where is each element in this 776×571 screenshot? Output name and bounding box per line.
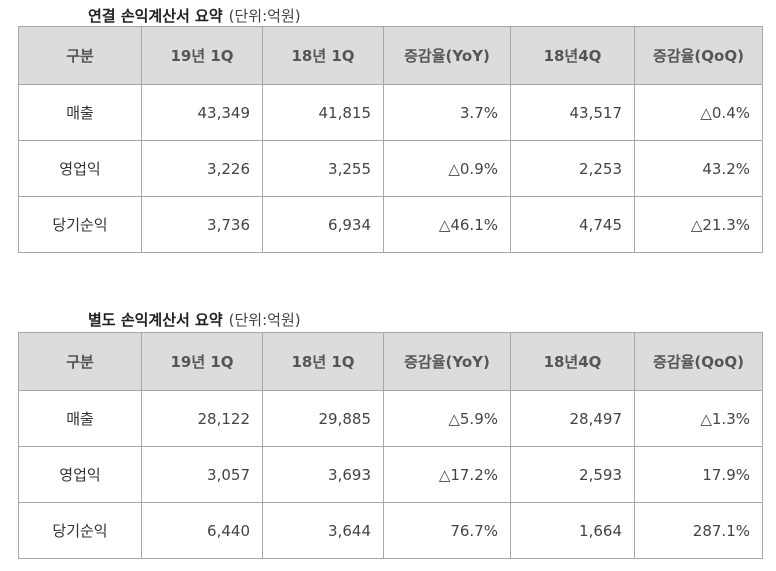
row-label: 매출 (18, 84, 142, 141)
table-row: 매출 43,349 41,815 3.7% 43,517 △0.4% (18, 84, 763, 141)
cell-18-1q: 29,885 (262, 390, 384, 447)
row-label: 영업익 (18, 140, 142, 197)
cell-qoq: △21.3% (634, 196, 763, 253)
header-18-1q: 18년 1Q (262, 332, 384, 391)
cell-18-4q: 28,497 (510, 390, 635, 447)
header-yoy: 증감율(YoY) (383, 26, 511, 85)
consolidated-income-table: 구분 19년 1Q 18년 1Q 증감율(YoY) 18년4Q 증감율(QoQ)… (18, 26, 763, 253)
cell-yoy: △5.9% (383, 390, 511, 447)
header-18-4q: 18년4Q (510, 26, 635, 85)
cell-18-1q: 3,255 (262, 140, 384, 197)
row-label: 매출 (18, 390, 142, 447)
header-yoy: 증감율(YoY) (383, 332, 511, 391)
table-row: 영업익 3,057 3,693 △17.2% 2,593 17.9% (18, 446, 763, 503)
cell-19-1q: 6,440 (141, 502, 263, 559)
header-qoq: 증감율(QoQ) (634, 332, 763, 391)
cell-yoy: 76.7% (383, 502, 511, 559)
header-18-4q: 18년4Q (510, 332, 635, 391)
table-row: 매출 28,122 29,885 △5.9% 28,497 △1.3% (18, 390, 763, 447)
cell-18-1q: 3,644 (262, 502, 384, 559)
separate-title: 별도 손익계산서 요약 (88, 311, 223, 329)
header-18-1q: 18년 1Q (262, 26, 384, 85)
table-header-row: 구분 19년 1Q 18년 1Q 증감율(YoY) 18년4Q 증감율(QoQ) (18, 332, 763, 391)
cell-qoq: 43.2% (634, 140, 763, 197)
consolidated-title: 연결 손익계산서 요약 (88, 7, 223, 25)
table-row: 당기순익 3,736 6,934 △46.1% 4,745 △21.3% (18, 196, 763, 253)
separate-section-title: 별도 손익계산서 요약 (단위:억원) (88, 309, 301, 330)
cell-yoy: △46.1% (383, 196, 511, 253)
cell-yoy: 3.7% (383, 84, 511, 141)
cell-18-1q: 3,693 (262, 446, 384, 503)
cell-18-4q: 43,517 (510, 84, 635, 141)
cell-19-1q: 3,736 (141, 196, 263, 253)
header-qoq: 증감율(QoQ) (634, 26, 763, 85)
cell-18-1q: 41,815 (262, 84, 384, 141)
separate-unit: (단위:억원) (228, 311, 301, 329)
cell-qoq: 287.1% (634, 502, 763, 559)
cell-18-4q: 2,253 (510, 140, 635, 197)
cell-18-4q: 2,593 (510, 446, 635, 503)
cell-qoq: 17.9% (634, 446, 763, 503)
row-label: 당기순익 (18, 502, 142, 559)
cell-yoy: △0.9% (383, 140, 511, 197)
cell-18-4q: 1,664 (510, 502, 635, 559)
table-row: 영업익 3,226 3,255 △0.9% 2,253 43.2% (18, 140, 763, 197)
header-category: 구분 (18, 26, 142, 85)
cell-19-1q: 3,226 (141, 140, 263, 197)
header-category: 구분 (18, 332, 142, 391)
consolidated-section-title: 연결 손익계산서 요약 (단위:억원) (88, 5, 301, 26)
table-row: 당기순익 6,440 3,644 76.7% 1,664 287.1% (18, 502, 763, 559)
row-label: 영업익 (18, 446, 142, 503)
separate-income-table: 구분 19년 1Q 18년 1Q 증감율(YoY) 18년4Q 증감율(QoQ)… (18, 332, 763, 559)
table-header-row: 구분 19년 1Q 18년 1Q 증감율(YoY) 18년4Q 증감율(QoQ) (18, 26, 763, 85)
header-19-1q: 19년 1Q (141, 26, 263, 85)
row-label: 당기순익 (18, 196, 142, 253)
cell-yoy: △17.2% (383, 446, 511, 503)
consolidated-unit: (단위:억원) (228, 7, 301, 25)
cell-18-1q: 6,934 (262, 196, 384, 253)
header-19-1q: 19년 1Q (141, 332, 263, 391)
cell-18-4q: 4,745 (510, 196, 635, 253)
cell-19-1q: 28,122 (141, 390, 263, 447)
cell-19-1q: 3,057 (141, 446, 263, 503)
cell-qoq: △0.4% (634, 84, 763, 141)
cell-qoq: △1.3% (634, 390, 763, 447)
cell-19-1q: 43,349 (141, 84, 263, 141)
